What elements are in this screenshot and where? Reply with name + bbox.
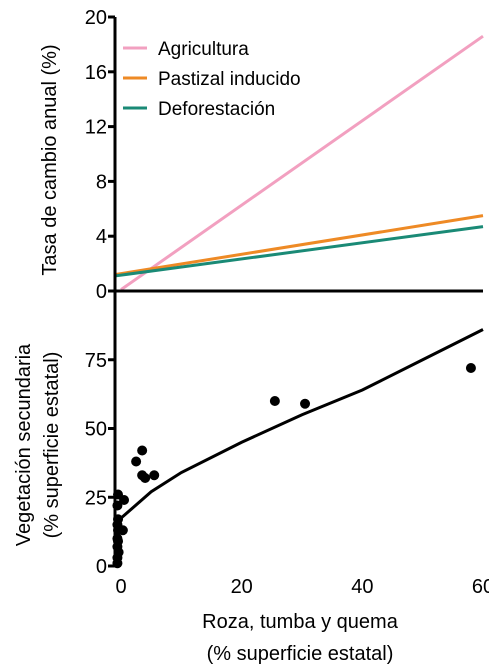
- bottom-y-tick-label: 50: [85, 419, 107, 441]
- top-y-tick-label: 4: [96, 226, 107, 248]
- top-y-tick-label: 0: [96, 281, 107, 303]
- scatter-point: [131, 456, 142, 467]
- x-tick-label: 20: [231, 576, 253, 598]
- bottom-ticks: 0 25 50 75 0 20 40 60: [85, 350, 489, 598]
- secondary-vegetation-panel: 0 25 50 75 0 20 40 60 Vegetación secundaria (% …: [13, 328, 489, 665]
- scatter-point: [465, 363, 476, 373]
- bottom-y-tick-label: 0: [96, 556, 107, 578]
- x-tick-label: 0: [115, 576, 126, 598]
- top-y-tick-label: 20: [85, 7, 107, 29]
- top-series-lines: [114, 34, 484, 291]
- bottom-y-tick-label: 25: [85, 487, 107, 509]
- legend: Agricultura Pastizal inducido Deforestació…: [123, 39, 301, 120]
- legend-label: Deforestación: [158, 99, 275, 120]
- bottom-y-axis-title-line1: Vegetación secundaria: [13, 343, 35, 546]
- top-y-ticks: 0 4 8 12 16 20: [85, 7, 115, 303]
- x-axis-title-line1: Roza, tumba y quema: [202, 611, 399, 633]
- scatter-point: [300, 398, 311, 409]
- top-y-tick-label: 12: [85, 117, 107, 139]
- x-tick-label: 60: [472, 576, 489, 598]
- scatter-point: [117, 525, 128, 536]
- top-y-tick-label: 16: [85, 62, 107, 84]
- legend-label: Pastizal inducido: [158, 69, 301, 90]
- scatter-point: [119, 495, 130, 505]
- series-line-agricultura: [120, 34, 484, 291]
- top-y-axis-title: Tasa de cambio anual (%): [39, 44, 61, 275]
- bottom-y-tick-label: 75: [85, 350, 107, 372]
- scatter-point: [140, 473, 151, 483]
- bottom-y-axis-title-line2: (% superficie estatal): [41, 352, 63, 539]
- axes-frame: [113, 17, 483, 566]
- top-y-tick-label: 8: [96, 171, 107, 193]
- rate-of-change-panel: 0 4 8 12 16 20 Agricultura Pastizal inducido De…: [39, 7, 484, 303]
- series-line-pastizal-inducido: [114, 214, 484, 277]
- scatter-point: [269, 396, 280, 406]
- scatter-point: [137, 445, 148, 456]
- legend-label: Agricultura: [158, 39, 249, 60]
- x-axis-title-line2: (% superficie estatal): [207, 643, 394, 665]
- fit-curve: [114, 328, 484, 525]
- series-line-deforestaci-n: [114, 225, 484, 278]
- scatter-points: [112, 363, 476, 569]
- x-tick-label: 40: [351, 576, 373, 598]
- scatter-point: [149, 470, 160, 481]
